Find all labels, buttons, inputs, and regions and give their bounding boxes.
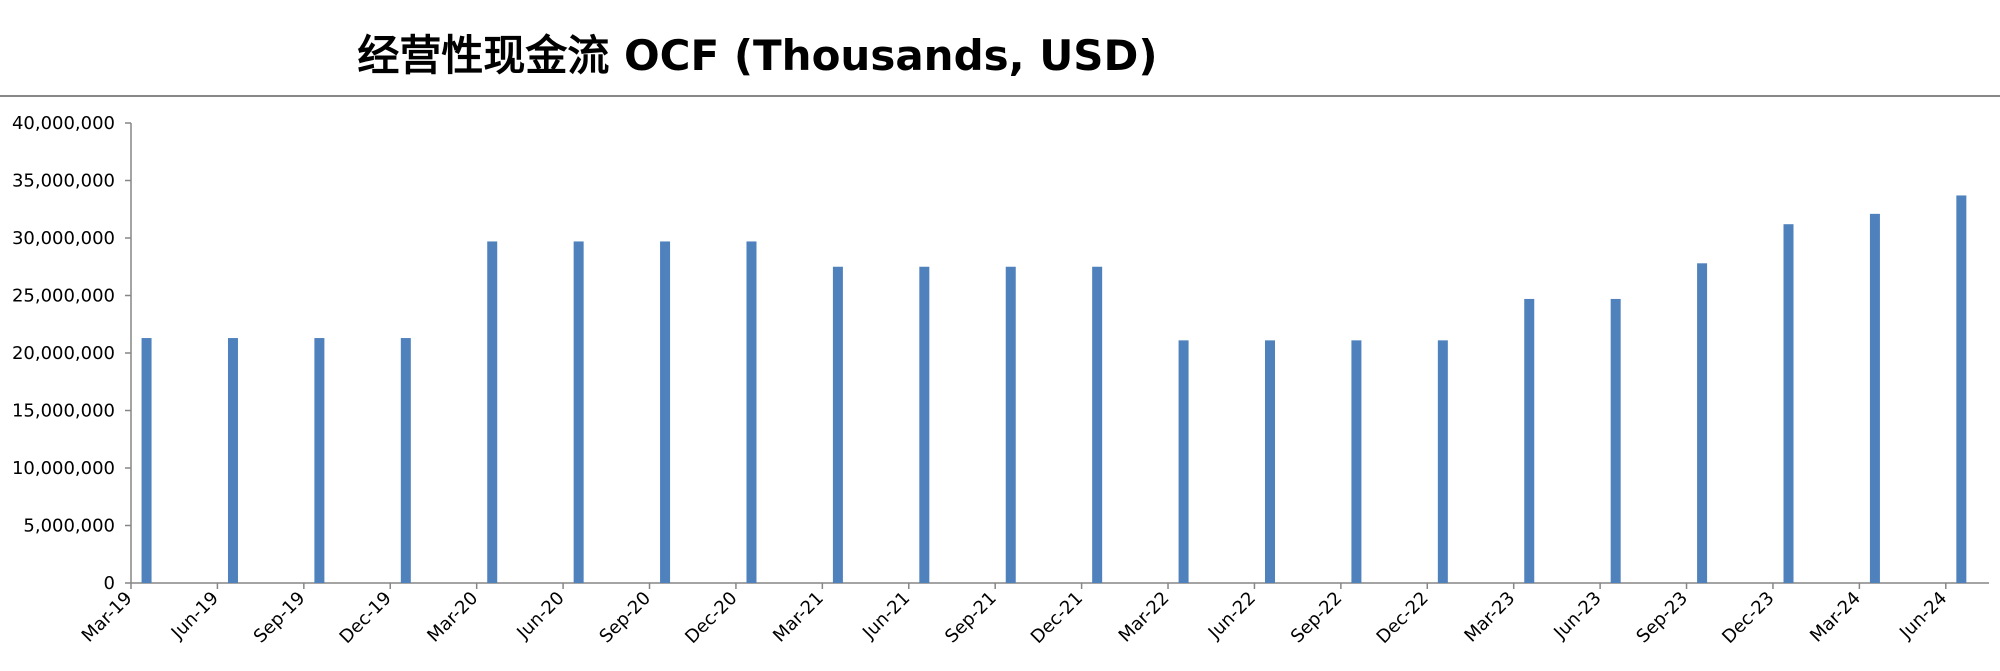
x-tick-label: Sep-22 [1287,588,1347,648]
x-tick-label: Jun-23 [1549,588,1605,644]
bar [832,266,843,583]
x-axis: Mar-19 Jun-19 Sep-19 Dec-19 Mar-20 Jun-20 Sep-… [78,582,1989,648]
bar [1869,213,1880,583]
bar [1610,298,1621,583]
x-tick-label: Mar-20 [423,588,482,647]
x-tick-label: Dec-22 [1373,588,1433,648]
bars [141,195,1967,583]
x-tick-label: Sep-23 [1632,588,1692,648]
x-tick-label: Mar-19 [78,588,137,647]
y-tick-label: 35,000,000 [12,171,115,192]
x-tick-label: Mar-23 [1460,588,1519,647]
x-tick-label: Mar-22 [1115,588,1174,647]
y-tick-label: 5,000,000 [23,516,115,537]
bar [1524,298,1535,583]
x-tick-label: Jun-21 [858,588,914,644]
x-tick-label: Dec-19 [336,588,396,648]
chart-title: 经营性现金流 OCF (Thousands, USD) [357,31,1158,80]
bar [746,241,757,583]
bar [227,338,238,583]
bar [1956,195,1967,583]
x-tick-label: Sep-20 [595,588,655,648]
bar [1783,224,1794,583]
bar [1264,340,1275,583]
bar [1005,266,1016,583]
y-axis: 0 5,000,000 10,000,000 15,000,000 20,000,000… [12,113,132,594]
y-tick-label: 25,000,000 [12,286,115,307]
bar [1092,266,1103,583]
x-tick-label: Sep-21 [941,588,1001,648]
x-tick-label: Jun-24 [1895,588,1951,644]
bar [1437,340,1448,583]
bar [314,338,325,583]
x-tick-label: Sep-19 [250,588,310,648]
y-tick-label: 15,000,000 [12,401,115,422]
bar [660,241,671,583]
x-tick-label: Dec-23 [1718,588,1778,648]
bar [1178,340,1189,583]
x-tick-label: Jun-20 [512,588,568,644]
bar [1351,340,1362,583]
bar [573,241,584,583]
y-tick-label: 10,000,000 [12,458,115,479]
y-tick-label: 0 [104,573,115,594]
y-tick-label: 20,000,000 [12,343,115,364]
x-tick-label: Mar-24 [1806,588,1865,647]
y-tick-label: 30,000,000 [12,228,115,249]
bar [919,266,930,583]
x-tick-label: Jun-22 [1204,588,1260,644]
bar [487,241,498,583]
bar [400,338,411,583]
x-tick-label: Jun-19 [167,588,223,644]
bar [141,338,152,583]
bar [1697,263,1708,583]
title-divider [0,95,2000,97]
x-tick-label: Dec-21 [1027,588,1087,648]
y-tick-label: 40,000,000 [12,113,115,134]
x-tick-label: Dec-20 [681,588,741,648]
x-tick-label: Mar-21 [769,588,828,647]
